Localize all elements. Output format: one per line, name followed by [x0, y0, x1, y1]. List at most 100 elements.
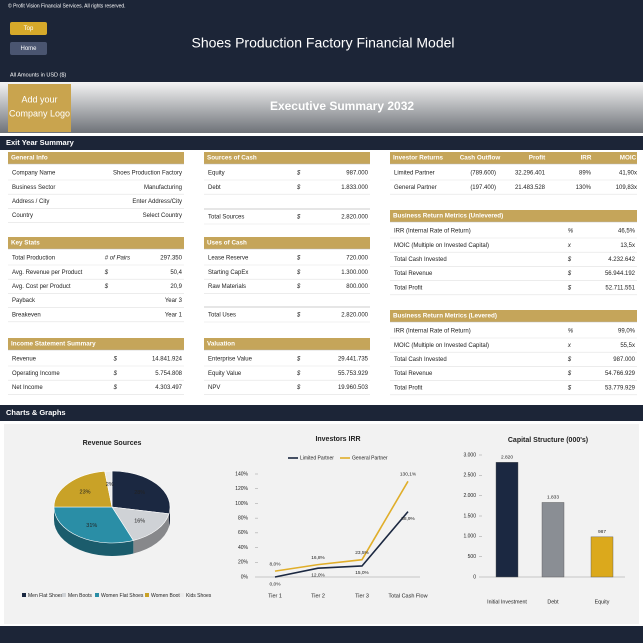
data-label: 12,0%	[311, 572, 325, 578]
unit: $	[567, 371, 572, 377]
slice	[111, 470, 171, 515]
cell: (789.600)	[470, 171, 496, 177]
unit: $	[104, 284, 109, 290]
row-label: Equity Value	[208, 371, 242, 377]
slice	[53, 506, 134, 544]
unit: $	[567, 257, 572, 263]
unit: $	[113, 371, 118, 377]
unit: %	[568, 329, 574, 335]
legend-label: Men Boots	[68, 593, 92, 599]
cell-value: Year 1	[165, 312, 183, 318]
row-label: Lease Reserve	[208, 256, 249, 262]
cell-value: 720.000	[346, 256, 368, 262]
table-header	[390, 152, 637, 164]
slice-label: 28%	[134, 490, 145, 496]
unit: $	[104, 270, 109, 276]
bar	[590, 536, 614, 578]
y-tick-label: 20%	[238, 560, 249, 566]
row-label: Total Cash Invested	[394, 357, 447, 363]
x-tick-label: Initial Investment	[487, 599, 527, 605]
section-title: Charts & Graphs	[6, 408, 66, 417]
row-label: NPV	[208, 385, 220, 391]
slice-label: 31%	[86, 523, 97, 529]
legend-label: Women Boots	[151, 593, 183, 599]
home-button[interactable]	[10, 42, 47, 55]
y-tick-label: 40%	[238, 545, 249, 551]
data-label: 8,0%	[270, 561, 282, 567]
row-label: Debt	[208, 185, 221, 191]
unit: $	[296, 256, 301, 262]
slice	[104, 470, 113, 508]
cell-value: 19.960.503	[338, 385, 369, 391]
y-tick-label: 0	[473, 574, 476, 580]
row-label: MOIC (Multiple on Invested Capital)	[394, 243, 489, 249]
y-tick-label: 500	[468, 554, 477, 560]
legend-swatch	[22, 593, 26, 597]
x-tick-label: Equity	[595, 599, 610, 605]
row-label: Operating Income	[12, 371, 60, 377]
data-label: 16,8%	[311, 555, 325, 561]
logo-text: Company Logo	[9, 108, 70, 118]
top-button[interactable]	[10, 22, 47, 35]
data-label: 0,0%	[270, 581, 282, 587]
cell-value: 20,9	[170, 284, 182, 290]
chart-title: Capital Structure (000's)	[508, 437, 588, 444]
cell-value: 13,5x	[620, 243, 635, 249]
table-title: Sources of Cash	[207, 155, 257, 162]
cell: 89%	[579, 171, 592, 177]
unit: $	[113, 385, 118, 391]
legend-label: General Partner	[352, 455, 388, 461]
unit: $	[296, 185, 301, 191]
column-header: MOIC	[620, 155, 637, 162]
logo-box[interactable]	[8, 84, 71, 132]
top-button-label[interactable]: Top	[24, 26, 34, 32]
cell: 41,90x	[619, 171, 637, 177]
y-tick-label: 140%	[235, 471, 248, 477]
unit: %	[568, 229, 574, 235]
y-tick-label: 60%	[238, 530, 249, 536]
column-header: Profit	[529, 155, 546, 162]
data-label: 1.833	[547, 495, 559, 501]
column-header: Cash Outflow	[460, 155, 501, 162]
cell-value: 987.000	[613, 357, 635, 363]
unit: $	[296, 270, 301, 276]
row-label: Total Revenue	[394, 371, 433, 377]
row-label: Company Name	[12, 171, 56, 177]
cell-value: Enter Address/City	[132, 199, 182, 205]
row-label: Net Income	[12, 385, 43, 391]
cell-value: Shoes Production Factory	[113, 171, 182, 177]
cell-value: 987.000	[346, 171, 368, 177]
legend-swatch	[145, 593, 149, 597]
row-label: Total Cash Invested	[394, 257, 447, 263]
line	[274, 511, 409, 578]
row-label: Total Sources	[208, 215, 244, 221]
row-label: Raw Materials	[208, 284, 246, 290]
cell-value: Manufacturing	[144, 185, 182, 191]
header	[0, 0, 643, 82]
slice-label: 2%	[106, 482, 114, 488]
cell: 21.483.528	[515, 185, 546, 191]
row-label: Enterprise Value	[208, 357, 253, 363]
cell-value: 800.000	[346, 284, 368, 290]
data-label: 987	[598, 529, 606, 535]
x-tick-label: Debt	[547, 599, 559, 605]
unit: x	[567, 243, 572, 249]
row-label: Total Revenue	[394, 271, 433, 277]
row-label: Breakeven	[12, 312, 41, 318]
section-bar	[0, 136, 643, 150]
x-tick-label: Total Cash Flow	[388, 593, 427, 599]
home-button-label[interactable]: Home	[20, 46, 37, 52]
table-header	[204, 237, 370, 249]
row-label: Payback	[12, 298, 36, 304]
row-label: MOIC (Multiple on Invested Capital)	[394, 343, 489, 349]
copyright: © Profit Vision Financial Services. All …	[8, 2, 126, 9]
y-tick-label: 2.500	[463, 473, 476, 479]
table-title: Valuation	[207, 341, 235, 348]
cell-value: 53.779.929	[605, 385, 636, 391]
cell: 130%	[576, 185, 592, 191]
cell: (197.400)	[470, 185, 496, 191]
unit: $	[567, 357, 572, 363]
x-tick-label: Tier 1	[268, 593, 282, 599]
footer	[0, 626, 643, 643]
